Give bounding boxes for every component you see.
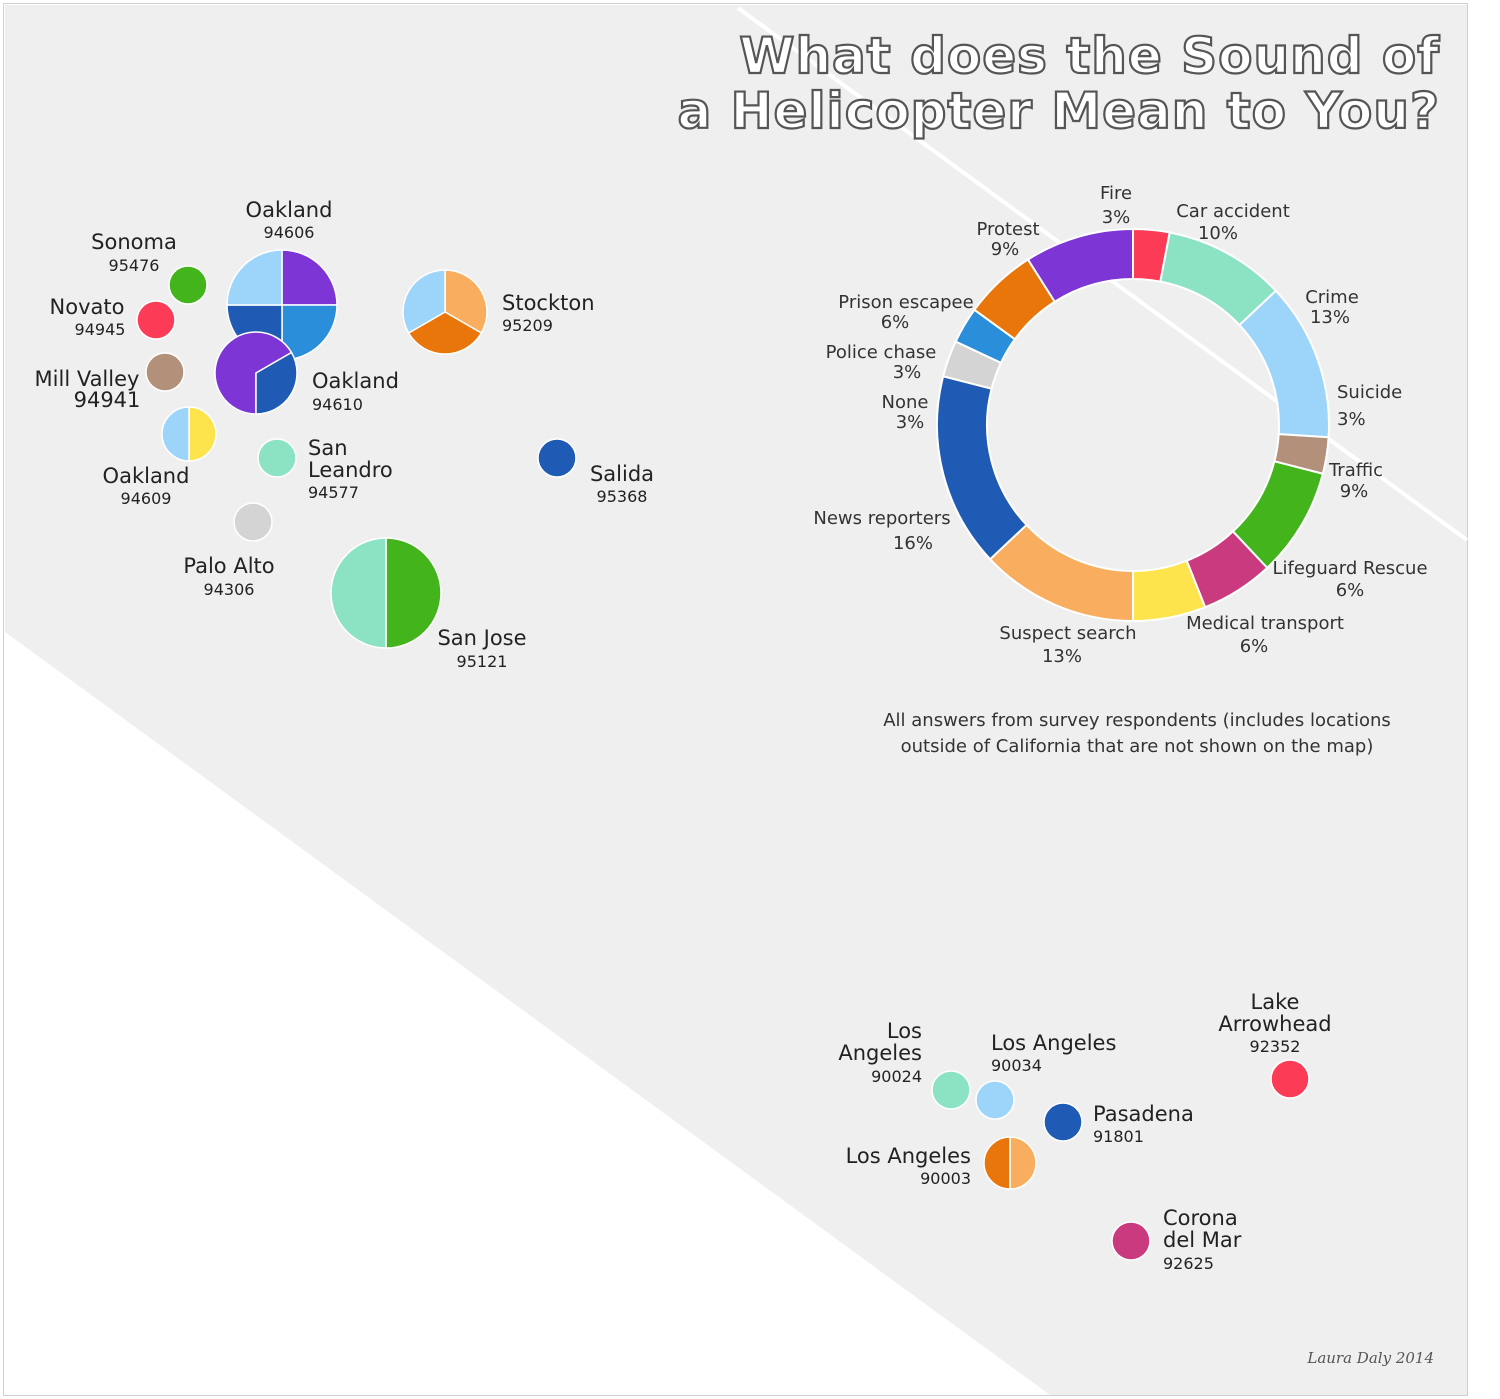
donut-label-car-accident: Car accident 10% [1176,201,1290,244]
marker-slice-none [233,502,273,542]
location-label-oakland-94606: Oakland 94606 [246,198,333,242]
location-labels: Oakland 94606 Sonoma 95476 Novato 94945 Mil… [35,198,1332,1273]
donut-label-fire: Fire 3% [1100,183,1132,228]
marker-slice-suicide [145,352,185,392]
marker-slice-traffic [168,265,208,305]
location-marker-los-angeles-90024 [931,1070,971,1110]
location-label-corona-del-mar-92625: Corona del Mar 92625 [1163,1206,1242,1273]
location-marker-palo-alto-94306 [233,502,273,542]
location-marker-los-angeles-90034 [975,1080,1015,1120]
marker-slice-crime [161,406,190,462]
credit: Laura Daly 2014 [1306,1349,1434,1367]
marker-slice-medical-transport [188,406,217,462]
donut-chart [936,227,1330,623]
marker-slice-car-accident [257,438,297,478]
location-marker-san-jose-95121 [330,537,442,649]
location-label-novato-94945: Novato 94945 [50,295,126,339]
donut-label-crime: Crime 13% [1305,287,1359,328]
marker-slice-fire [136,300,176,340]
donut-label-traffic: Traffic 9% [1328,460,1383,502]
donut-slice-protest [1026,227,1134,304]
marker-slice-car-accident [931,1070,971,1110]
location-label-lake-arrowhead-92352: Lake Arrowhead 92352 [1218,990,1331,1056]
caption: All answers from survey respondents (inc… [883,710,1391,757]
marker-slice-news-reporters [255,351,298,415]
location-marker-lake-arrowhead-92352 [1270,1059,1310,1099]
marker-slice-crime [402,269,446,335]
location-marker-novato-94945 [136,300,176,340]
location-marker-los-angeles-90003 [983,1136,1037,1190]
marker-slice-traffic [385,537,442,649]
marker-slice-crime [975,1080,1015,1120]
location-markers [136,249,1310,1261]
marker-slice-car-accident [330,537,387,649]
marker-slice-protest [281,249,338,306]
marker-slice-news-reporters [1043,1102,1083,1142]
marker-slice-prison-escapee [983,1136,1011,1190]
location-label-los-angeles-90034: Los Angeles 90034 [991,1031,1116,1075]
donut-label-police-chase: Police chase 3% [826,342,937,383]
donut-label-suicide: Suicide 3% [1337,382,1402,430]
marker-slice-fire [1270,1059,1310,1099]
marker-slice-protest [214,331,293,415]
location-marker-salida-95368 [537,438,577,478]
location-label-los-angeles-90024: Los Angeles 90024 [838,1019,922,1086]
marker-slice-lifeguard-rescue [1111,1221,1151,1261]
location-label-oakland-94609: Oakland 94609 [103,464,190,508]
marker-slice-prison-escapee [407,311,483,355]
marker-slice-news-reporters [537,438,577,478]
location-marker-sonoma-95476 [168,265,208,305]
location-marker-pasadena-91801 [1043,1102,1083,1142]
location-marker-mill-valley-94941 [145,352,185,392]
donut-label-medical-transport: Medical transport 6% [1186,613,1344,657]
title-line-1: What does the Sound of [739,27,1440,85]
donut-label-prison-escapee: Prison escapee 6% [838,292,973,333]
map-background [5,5,1467,1395]
donut-label-protest: Protest 9% [976,219,1039,260]
location-label-salida-95368: Salida 95368 [590,462,654,506]
donut-label-none: None 3% [882,392,929,433]
title-line-2: a Helicopter Mean to You? [678,82,1440,140]
location-label-los-angeles-90003: Los Angeles 90003 [846,1144,971,1188]
location-label-san-jose-95121: San Jose 95121 [437,626,526,671]
location-label-san-leandro-94577: San Leandro 94577 [308,436,393,502]
location-label-pasadena-91801: Pasadena 91801 [1093,1102,1194,1146]
location-label-sonoma-95476: Sonoma 95476 [91,230,177,275]
location-marker-stockton-95209 [402,269,488,355]
marker-slice-crime [226,249,283,306]
location-marker-corona-del-mar-92625 [1111,1221,1151,1261]
location-label-oakland-94610: Oakland 94610 [312,369,399,414]
location-marker-oakland-94610 [214,331,298,415]
location-label-mill-valley-94941: Mill Valley 94941 [35,367,141,412]
location-marker-san-leandro-94577 [257,438,297,478]
donut-label-news-reporters: News reporters 16% [813,508,950,554]
marker-slice-suspect-search [1009,1136,1037,1190]
donut-labels: Fire 3% Car accident 10% Crime 13% Suicide 3… [813,183,1427,667]
location-label-palo-alto-94306: Palo Alto 94306 [183,554,274,599]
donut-label-lifeguard-rescue: Lifeguard Rescue 6% [1272,558,1427,601]
location-label-stockton-95209: Stockton 95209 [502,291,595,335]
donut-label-suspect-search: Suspect search 13% [999,623,1136,667]
location-marker-oakland-94609 [161,406,217,462]
frame-border [3,3,1468,1396]
